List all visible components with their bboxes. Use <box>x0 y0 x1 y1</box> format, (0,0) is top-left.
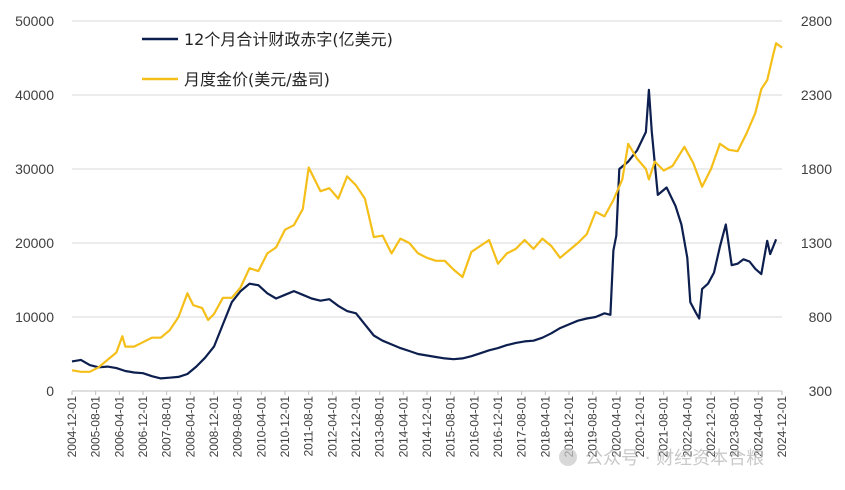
x-tick-label: 2020-12-01 <box>633 396 647 458</box>
x-tick-label: 2009-08-01 <box>231 396 245 458</box>
x-tick-label: 2017-08-01 <box>515 396 529 458</box>
x-tick-label: 2010-04-01 <box>254 396 268 458</box>
x-tick-label: 2014-12-01 <box>420 396 434 458</box>
series-lines <box>71 42 783 380</box>
x-tick-label: 2006-04-01 <box>112 396 126 458</box>
x-tick-label: 2024-12-01 <box>775 396 789 458</box>
right-axis-tick-labels: 300 800 1300 1800 2300 2800 <box>801 13 832 399</box>
left-tick-label: 0 <box>46 383 54 399</box>
watermark-text: 公众号 · 财经资本合粮 <box>585 448 764 469</box>
legend: 12个月合计财政赤字(亿美元) 月度金价(美元/盎司) <box>142 30 393 89</box>
left-tick-label: 40000 <box>15 87 54 103</box>
x-tick-label: 2024-04-01 <box>751 396 765 458</box>
x-tick-label: 2012-04-01 <box>325 396 339 458</box>
left-tick-label: 30000 <box>15 161 54 177</box>
x-tick-label: 2016-04-01 <box>467 396 481 458</box>
x-tick-label: 2018-12-01 <box>562 396 576 458</box>
x-tick-label: 2020-04-01 <box>609 396 623 458</box>
x-tick-label: 2012-12-01 <box>349 396 363 458</box>
left-tick-label: 20000 <box>15 235 54 251</box>
x-tick-label: 2010-12-01 <box>278 396 292 458</box>
gridlines <box>72 20 782 318</box>
x-tick-label: 2021-08-01 <box>657 396 671 458</box>
x-axis-tick-labels: 2004-12-01 2005-08-01 2006-04-01 2006-12-01… <box>65 391 789 457</box>
x-tick-label: 2014-04-01 <box>396 396 410 458</box>
series-line-deficit <box>71 88 778 380</box>
x-tick-label: 2008-12-01 <box>207 396 221 458</box>
series-line-gold <box>71 42 783 373</box>
left-tick-label: 10000 <box>15 309 54 325</box>
x-tick-label: 2016-12-01 <box>491 396 505 458</box>
x-tick-label: 2022-12-01 <box>704 396 718 458</box>
right-tick-label: 1800 <box>801 161 832 177</box>
x-tick-label: 2004-12-01 <box>65 396 79 458</box>
x-tick-label: 2011-08-01 <box>302 396 316 457</box>
x-tick-label: 2023-08-01 <box>728 396 742 458</box>
right-tick-label: 1300 <box>801 235 832 251</box>
wechat-icon <box>559 448 577 466</box>
left-axis-tick-labels: 0 10000 20000 30000 40000 50000 <box>15 13 54 399</box>
x-tick-label: 2015-08-01 <box>444 396 458 458</box>
left-tick-label: 50000 <box>15 13 54 29</box>
legend-label-gold: 月度金价(美元/盎司) <box>184 70 330 89</box>
watermark: 公众号 · 财经资本合粮 <box>559 448 764 469</box>
x-tick-label: 2019-08-01 <box>586 396 600 458</box>
x-tick-label: 2007-08-01 <box>160 396 174 458</box>
x-tick-label: 2008-04-01 <box>183 396 197 458</box>
right-tick-label: 2300 <box>801 87 832 103</box>
x-tick-label: 2022-04-01 <box>680 396 694 458</box>
x-tick-label: 2006-12-01 <box>136 396 150 458</box>
right-tick-label: 2800 <box>801 13 832 29</box>
right-tick-label: 800 <box>809 309 833 325</box>
x-tick-label: 2018-04-01 <box>538 396 552 458</box>
legend-label-deficit: 12个月合计财政赤字(亿美元) <box>184 30 393 49</box>
x-tick-label: 2005-08-01 <box>89 396 103 458</box>
x-tick-label: 2013-08-01 <box>373 396 387 458</box>
right-tick-label: 300 <box>809 383 833 399</box>
